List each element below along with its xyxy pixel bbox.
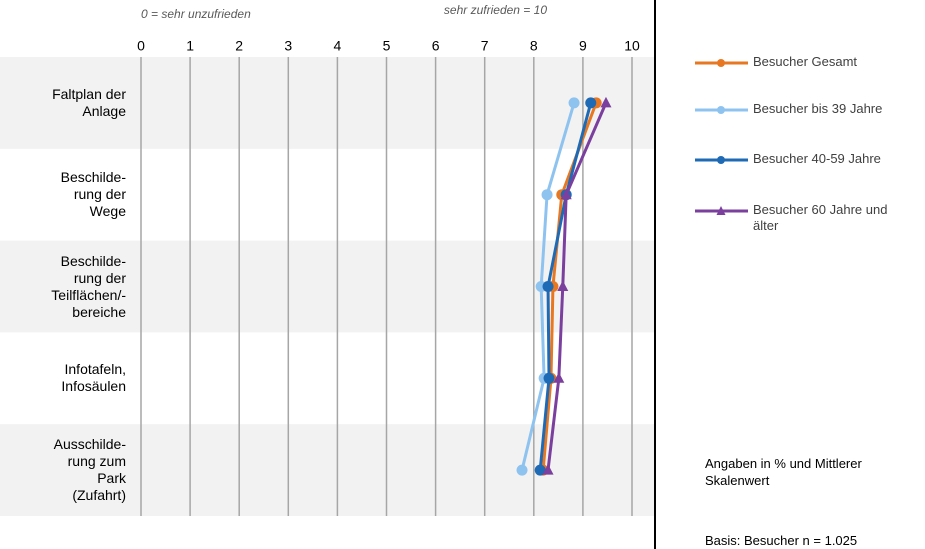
- point-marker: [542, 464, 554, 475]
- legend-marker: [717, 59, 725, 67]
- note: Basis: Besucher n = 1.025: [705, 533, 858, 548]
- x-tick-label: 2: [235, 38, 243, 54]
- category-label: Faltplan der Anlage: [52, 85, 126, 119]
- x-tick-label: 8: [530, 38, 538, 54]
- category-label: Beschilde- rung der Teilflächen/- bereic…: [51, 252, 126, 320]
- legend-label: Besucher bis 39 Jahre: [753, 101, 883, 116]
- x-tick-label: 1: [186, 38, 194, 54]
- x-tick-label: 6: [432, 38, 440, 54]
- point-marker: [542, 281, 554, 292]
- point-marker: [557, 280, 569, 291]
- legend-label: Besucher 60 Jahre und älter: [753, 202, 888, 233]
- legend-label: Besucher Gesamt: [753, 54, 858, 69]
- point-marker: [541, 189, 553, 201]
- category-label: Beschilde- rung der Wege: [60, 169, 126, 220]
- legend-marker: [717, 156, 725, 164]
- point-marker: [534, 464, 546, 476]
- legend-label: Besucher 40-59 Jahre: [753, 151, 881, 166]
- point-marker: [585, 97, 597, 109]
- point-marker: [560, 188, 572, 200]
- x-tick-label: 0: [137, 38, 145, 54]
- x-tick-label: 3: [284, 38, 292, 54]
- axis-annotation: 0 = sehr unzufrieden: [141, 7, 251, 21]
- note: Angaben in % und Mittlerer Skalenwert: [705, 456, 862, 488]
- point-marker: [543, 372, 555, 384]
- category-label: Ausschilde- rung zum Park (Zufahrt): [53, 436, 126, 504]
- row-band: [0, 57, 655, 149]
- x-tick-label: 10: [624, 38, 640, 54]
- x-tick-label: 4: [334, 38, 342, 54]
- x-tick-label: 5: [383, 38, 391, 54]
- point-marker: [600, 96, 612, 108]
- x-tick-label: 9: [579, 38, 587, 54]
- point-marker: [568, 97, 580, 109]
- x-tick-label: 7: [481, 38, 489, 54]
- point-marker: [516, 464, 528, 476]
- legend-marker: [717, 106, 725, 114]
- legend-marker: [716, 206, 726, 215]
- category-label: Infotafeln, Infosäulen: [61, 361, 126, 395]
- point-marker: [553, 372, 565, 383]
- axis-annotation: sehr zufrieden = 10: [444, 3, 547, 17]
